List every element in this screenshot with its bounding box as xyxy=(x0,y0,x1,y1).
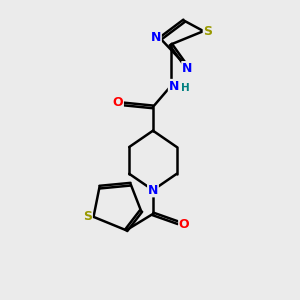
Text: S: S xyxy=(203,25,212,38)
Text: H: H xyxy=(181,83,189,94)
Text: N: N xyxy=(182,62,192,75)
Text: O: O xyxy=(112,96,123,109)
Text: N: N xyxy=(148,184,158,196)
Text: N: N xyxy=(151,31,161,44)
Text: S: S xyxy=(83,210,92,224)
Text: N: N xyxy=(169,80,179,93)
Text: O: O xyxy=(179,218,190,231)
